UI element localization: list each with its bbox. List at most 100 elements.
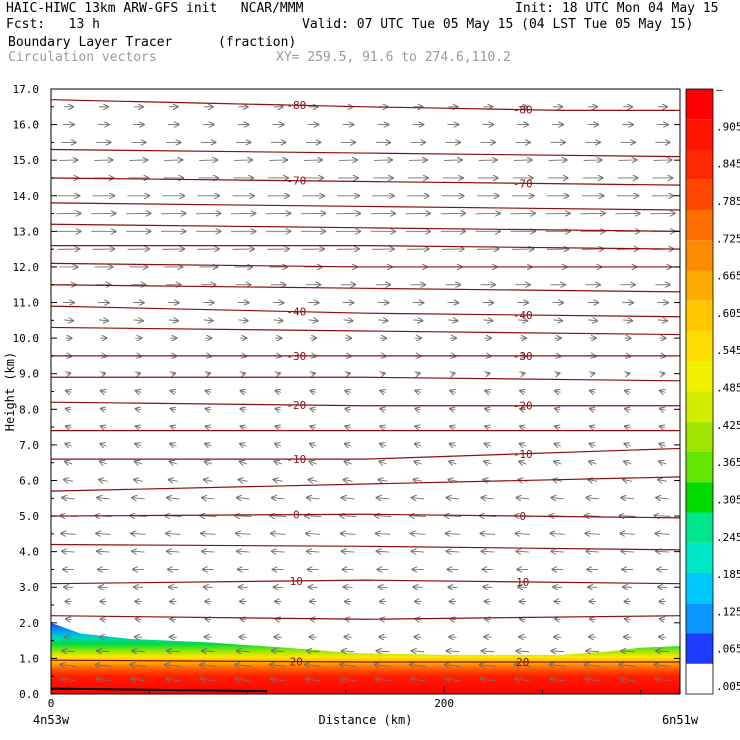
circulation-vector [307,651,320,652]
circulation-vector [655,679,670,681]
circulation-vector [270,665,287,667]
circulation-vector [589,461,597,464]
circulation-vector [345,391,350,393]
circulation-vector [380,426,385,428]
isotherm-line [50,305,681,318]
circulation-vector [238,320,248,321]
circulation-vector [445,665,462,667]
circulation-vector [275,619,281,620]
header-valid-time: Valid: 07 UTC Tue 05 May 15 (04 LST Tue … [302,17,694,32]
circulation-vector [136,409,141,410]
circulation-vector [448,480,458,482]
circulation-vector [135,444,142,447]
circulation-vector [96,533,111,534]
colorbar-label: .245 [716,531,740,544]
circulation-vector [376,533,391,534]
circulation-vector [586,551,599,552]
circulation-vector [340,665,357,667]
circulation-vector [660,426,665,428]
y-tick-label: 9.0 [19,368,39,381]
circulation-vector [270,516,287,517]
circulation-vector [343,320,353,321]
circulation-vector [132,498,145,499]
isotherm-label: -70 [513,177,533,190]
colorbar-segment [686,633,713,664]
isotherm-line [50,513,681,519]
circulation-vector [551,651,565,652]
circulation-vector [451,373,455,374]
circulation-vector [271,679,286,681]
isotherm-label: -20 [286,399,306,412]
circulation-vector [236,679,251,681]
colorbar-label: .665 [716,270,740,283]
circulation-vector [520,409,525,410]
circulation-vector [449,461,457,464]
colorbar-label: .485 [716,382,740,395]
circulation-vector [553,320,562,321]
isotherm-line [50,401,680,407]
circulation-vector [98,320,108,321]
circulation-vector [240,426,245,428]
circulation-vector [346,373,350,374]
circulation-vector [311,373,315,374]
circulation-vector [588,480,598,482]
circulation-vector [67,373,71,374]
x-end-label: 6n51w [662,713,699,727]
circulation-vector [206,409,211,410]
circulation-vector [416,373,420,374]
circulation-vector [309,480,318,482]
circulation-vector [450,444,457,447]
circulation-vector [204,480,213,482]
circulation-vector [166,679,181,681]
isotherm-label: -10 [286,453,306,466]
circulation-vector [99,480,109,482]
colorbar-label: .305 [716,493,740,506]
circulation-vector [344,480,353,482]
circulation-vector [625,409,630,410]
circulation-vector [554,461,562,464]
colorbar-segment [686,210,713,241]
circulation-vector [375,665,392,667]
circulation-vector [306,679,321,681]
circulation-vector [239,480,248,482]
colorbar-label: .125 [716,605,740,618]
circulation-vector [482,551,495,552]
circulation-vector [275,426,280,428]
circulation-vector [586,651,599,652]
colorbar-segment [686,149,713,180]
isotherm-line [51,244,681,250]
circulation-vector [515,665,531,667]
circulation-vector [378,320,387,321]
circulation-vector [660,391,665,393]
circulation-vector [310,409,315,410]
isotherm-label: -20 [513,400,533,413]
x-axis-label: Distance (km) [319,713,413,727]
circulation-vector [165,665,182,667]
circulation-vector [415,444,422,447]
circulation-vector [345,426,350,428]
circulation-vector [659,461,667,464]
isotherm-label: 20 [290,656,303,669]
circulation-vector [65,461,73,464]
colorbar-segment [686,331,713,362]
circulation-vector [167,551,180,552]
field-units: (fraction) [218,35,297,50]
y-tick-label: 14.0 [13,190,40,203]
circulation-vector [275,461,282,464]
circulation-vector [206,391,211,393]
circulation-vector [133,320,143,321]
circulation-vector [446,679,461,681]
circulation-vector [482,651,495,652]
colorbar-label: .425 [716,419,740,432]
y-tick-label: 3.0 [19,581,39,594]
x-start-label: 4n53w [33,713,70,727]
circulation-vector [66,409,71,410]
colorbar-label: .065 [716,643,740,656]
circulation-vector [590,426,595,428]
circulation-vector [654,665,671,667]
circulation-vector [555,619,561,620]
circulation-vector [516,498,530,499]
circulation-vector [275,391,280,393]
circulation-vector [167,651,180,652]
circulation-vector [446,533,461,534]
